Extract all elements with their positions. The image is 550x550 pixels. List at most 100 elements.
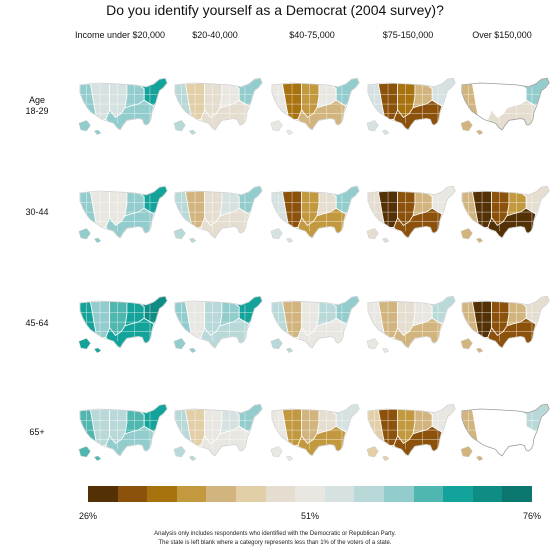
alaska-inset — [270, 228, 283, 240]
us-outline — [79, 77, 168, 131]
hawaii-inset — [475, 455, 484, 462]
alaska-inset — [173, 228, 186, 240]
us-map-panel — [78, 295, 168, 354]
legend-swatch — [324, 486, 355, 502]
alaska-inset — [78, 446, 91, 458]
legend-swatch — [383, 486, 414, 502]
hawaii-inset — [381, 237, 390, 244]
legend-swatch — [176, 486, 207, 502]
column-label-income-75-150k: $75-150,000 — [382, 30, 434, 40]
footnote-line-1: Analysis only includes respondents who i… — [154, 531, 396, 537]
hawaii-inset — [381, 455, 390, 462]
us-map-panel — [270, 403, 360, 462]
us-map-panel — [78, 403, 168, 462]
legend-max-label: 76% — [522, 511, 542, 521]
us-outline — [271, 295, 360, 349]
us-map-panel — [366, 77, 456, 136]
alaska-inset — [460, 338, 473, 350]
legend-swatch — [117, 486, 148, 502]
alaska-inset — [270, 120, 283, 132]
column-label-income-over-150k: Over $150,000 — [472, 30, 532, 40]
row-label-age-45-64: 45-64 — [25, 318, 49, 328]
us-outline — [271, 185, 360, 239]
hawaii-inset — [188, 347, 197, 354]
hawaii-inset — [93, 237, 102, 244]
alaska-inset — [78, 228, 91, 240]
alaska-inset — [460, 446, 473, 458]
legend-swatch — [502, 486, 532, 502]
us-outline — [174, 185, 263, 239]
legend-swatch — [472, 486, 503, 502]
us-map-panel — [270, 295, 360, 354]
us-map-panel — [366, 403, 456, 462]
us-outline — [367, 295, 456, 349]
us-outline — [174, 403, 263, 457]
hawaii-inset — [93, 347, 102, 354]
us-map-panel — [78, 185, 168, 244]
us-outline — [367, 77, 456, 131]
legend-mid-label: 51% — [300, 511, 320, 521]
us-map-panel — [366, 185, 456, 244]
row-label-age-65plus: 65+ — [29, 427, 45, 437]
us-outline — [461, 185, 550, 239]
us-map-panel — [173, 403, 263, 462]
legend-swatch — [295, 486, 325, 502]
hawaii-inset — [475, 347, 484, 354]
us-map-panel — [270, 77, 360, 136]
alaska-inset — [270, 446, 283, 458]
us-outline — [271, 77, 360, 131]
us-outline — [367, 403, 456, 457]
legend-swatch — [413, 486, 444, 502]
us-outline — [367, 185, 456, 239]
legend-swatch — [206, 486, 236, 502]
hawaii-inset — [475, 237, 484, 244]
alaska-inset — [460, 228, 473, 240]
alaska-inset — [78, 338, 91, 350]
us-outline — [461, 295, 550, 349]
legend-swatch — [235, 486, 266, 502]
column-label-income-40-75k: $40-75,000 — [289, 30, 335, 40]
alaska-inset — [366, 228, 379, 240]
legend-min-label: 26% — [78, 511, 98, 521]
us-map-panel — [460, 295, 550, 354]
us-map-panel — [366, 295, 456, 354]
us-outline — [174, 295, 263, 349]
alaska-inset — [173, 120, 186, 132]
hawaii-inset — [188, 129, 197, 136]
alaska-inset — [460, 120, 473, 132]
us-map-panel — [460, 403, 550, 462]
hawaii-inset — [285, 237, 294, 244]
us-map-panel — [173, 295, 263, 354]
footnote-line-2: The state is left blank where a category… — [158, 540, 392, 546]
us-map-panel — [460, 77, 550, 136]
hawaii-inset — [381, 347, 390, 354]
row-label-age-18-29: Age 18-29 — [25, 95, 49, 116]
column-label-income-20-40k: $20-40,000 — [192, 30, 238, 40]
column-label-income-under-20k: Income under $20,000 — [74, 30, 166, 40]
hawaii-inset — [93, 455, 102, 462]
us-map-panel — [173, 185, 263, 244]
alaska-inset — [270, 338, 283, 350]
alaska-inset — [366, 120, 379, 132]
hawaii-inset — [285, 455, 294, 462]
us-outline — [271, 403, 360, 457]
alaska-inset — [173, 446, 186, 458]
us-map-panel — [270, 185, 360, 244]
us-outline — [79, 295, 168, 349]
hawaii-inset — [285, 347, 294, 354]
us-outline — [461, 403, 550, 457]
us-map-panel — [78, 77, 168, 136]
hawaii-inset — [188, 455, 197, 462]
hawaii-inset — [381, 129, 390, 136]
us-outline — [174, 77, 263, 131]
row-label-age-30-44: 30-44 — [25, 207, 49, 217]
us-outline — [79, 403, 168, 457]
hawaii-inset — [285, 129, 294, 136]
legend-swatch — [265, 486, 296, 502]
us-map-panel — [460, 185, 550, 244]
alaska-inset — [78, 120, 91, 132]
legend-swatch — [147, 486, 177, 502]
hawaii-inset — [188, 237, 197, 244]
alaska-inset — [366, 338, 379, 350]
chart-title: Do you identify yourself as a Democrat (… — [106, 2, 444, 18]
